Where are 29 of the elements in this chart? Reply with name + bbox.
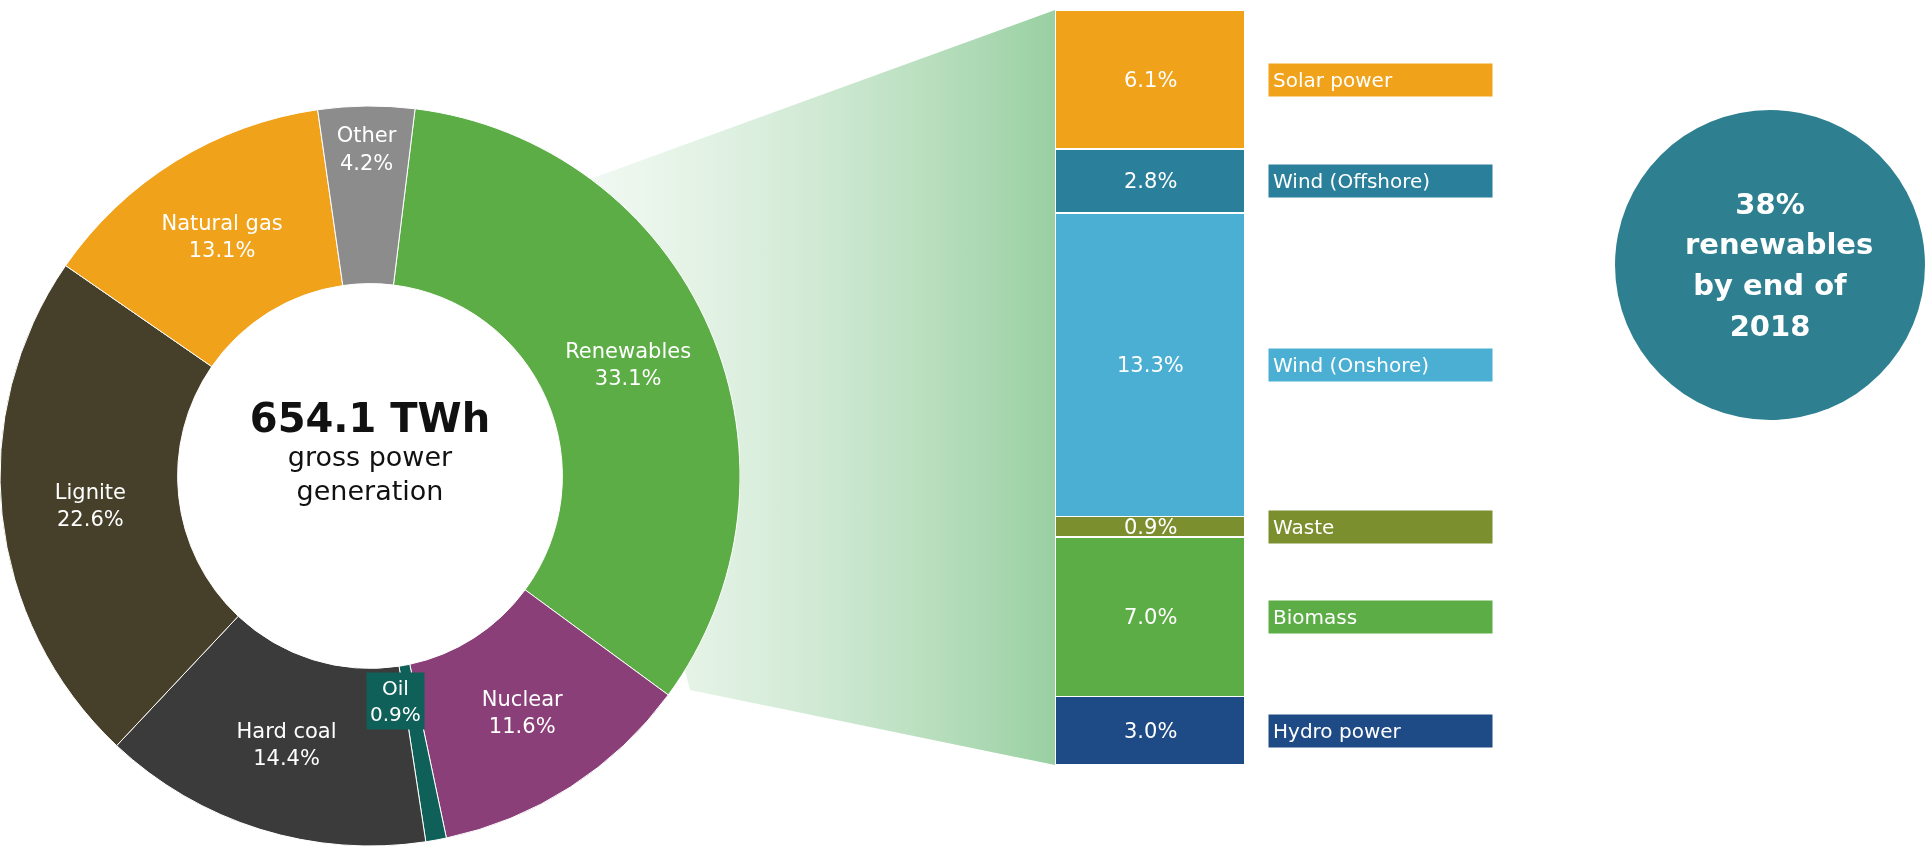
data-label: 4.2% [339,150,394,175]
data-label: 14.4% [253,746,320,771]
slice-label: Other [336,123,397,148]
slice-label: Nuclear [481,686,563,711]
series-label: Biomass [1273,605,1358,629]
circle-badge: 38% renewables by end of 2018 [1615,110,1925,420]
data-label: 33.1% [594,366,662,391]
data-label: 13.1% [188,238,256,263]
series-label: Waste [1273,515,1335,539]
series-label: Wind (Offshore) [1273,169,1431,193]
data-label: 0.9% [370,702,421,726]
data-label: 22.6% [57,507,124,532]
text: gross power generation [286,440,454,508]
series-label: Hydro power [1273,719,1402,743]
series-label: Solar power [1273,68,1393,92]
text: 654.1 TWh [248,395,492,441]
slice-label: Renewables [565,338,692,363]
slice-label: Oil [381,676,409,700]
data-label: 11.6% [488,713,556,738]
data-label: 7.0% [1124,605,1178,629]
slice-label: Lignite [54,480,126,505]
data-label: 2.8% [1124,169,1178,193]
slice-label: Hard coal [236,718,337,743]
data-label: 13.3% [1117,353,1184,377]
data-label: 6.1% [1124,68,1178,92]
data-label: 0.9% [1124,515,1178,539]
data-label: 3.0% [1124,719,1178,743]
slice-label: Natural gas [161,211,283,236]
series-label: Wind (Onshore) [1273,353,1430,377]
